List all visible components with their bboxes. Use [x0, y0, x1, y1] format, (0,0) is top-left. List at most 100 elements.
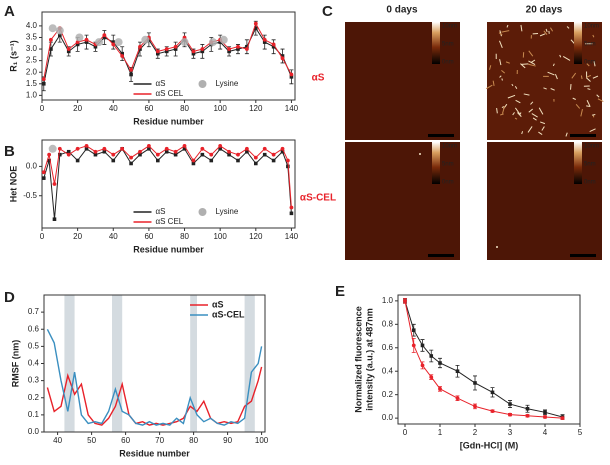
x-axis-label: Residue number [133, 244, 204, 254]
y-tick-label: 0.2 [28, 393, 40, 402]
colorbar [574, 142, 582, 184]
scale-bar [428, 254, 454, 257]
colorbar [432, 142, 440, 184]
colorbar-label: 5nm [584, 162, 596, 168]
fibril [580, 109, 583, 117]
marker [420, 343, 425, 348]
fibril [528, 63, 536, 67]
fibril [530, 59, 536, 63]
fibril [528, 108, 533, 113]
afm-image [345, 22, 460, 140]
marker [253, 21, 258, 26]
legend-label: Lysine [216, 207, 239, 216]
fibril [501, 69, 506, 74]
marker [429, 375, 434, 379]
marker [209, 158, 214, 163]
y-axis-label: Het NOE [8, 166, 18, 203]
x-tick-label: 100 [213, 104, 227, 113]
marker [262, 152, 267, 157]
colorbar-label: 10nm [442, 24, 457, 30]
marker [173, 149, 178, 154]
fibril [498, 32, 503, 36]
marker [543, 410, 547, 415]
fibril [586, 77, 591, 82]
fibril [499, 59, 502, 66]
colorbar-label: 5nm [584, 42, 596, 48]
panel-label: D [4, 289, 15, 306]
fibril [519, 112, 522, 115]
marker [245, 44, 249, 49]
marker [102, 35, 107, 40]
colorbar-label: 0nm [442, 180, 454, 186]
legend-label: αS-CEL [212, 309, 245, 319]
fibril [521, 131, 524, 135]
marker [285, 158, 290, 163]
marker [289, 72, 294, 77]
x-tick-label: 60 [121, 436, 130, 445]
y-axis-label: RMSF (nm) [10, 340, 20, 388]
afm-image [487, 22, 602, 140]
x-tick-label: 40 [109, 104, 118, 113]
marker [114, 38, 123, 47]
shaded-region [190, 295, 197, 432]
marker [191, 51, 196, 56]
marker [138, 149, 142, 154]
marker [200, 49, 205, 54]
marker [490, 390, 495, 395]
marker [525, 406, 530, 411]
fibril [550, 88, 555, 91]
y-tick-label: 0.5 [28, 341, 40, 350]
marker [173, 152, 178, 157]
marker [429, 354, 434, 358]
marker [58, 33, 62, 37]
marker [58, 152, 62, 157]
marker [129, 161, 133, 166]
marker [48, 24, 57, 33]
x-tick-label: 2 [473, 428, 478, 437]
marker [129, 155, 133, 160]
panel-label: C [322, 3, 333, 20]
marker [164, 146, 169, 151]
fibril [507, 94, 516, 99]
fibril [517, 112, 522, 117]
colorbar-label: 0nm [442, 60, 454, 66]
x-tick-label: 120 [249, 232, 263, 241]
x-tick-label: 40 [109, 232, 118, 241]
marker [227, 49, 231, 54]
marker [66, 152, 71, 157]
legend-label: αS CEL [156, 89, 184, 98]
marker [289, 205, 294, 210]
series-line [46, 366, 263, 426]
marker [289, 75, 294, 79]
fibril [514, 117, 518, 120]
marker [191, 158, 196, 163]
fibril [566, 26, 570, 29]
scale-bar [570, 254, 596, 257]
legend-label: Lysine [216, 79, 239, 88]
row-heading: αS [312, 73, 325, 84]
marker [164, 49, 169, 54]
x-tick-label: 3 [508, 428, 513, 437]
marker [164, 149, 169, 154]
marker [41, 77, 46, 82]
fibril [496, 107, 498, 114]
colorbar-label: 10nm [584, 144, 599, 150]
marker [156, 158, 160, 163]
x-tick-label: 0 [40, 232, 45, 241]
y-axis-label: Normalized fluorescence [353, 306, 363, 413]
x-tick-label: 100 [213, 232, 227, 241]
fibril [592, 75, 599, 79]
marker [219, 35, 228, 44]
plot-frame [41, 139, 296, 229]
marker [156, 51, 160, 56]
marker [209, 38, 218, 47]
colorbar-label: 10nm [584, 24, 599, 30]
x-tick-label: 140 [285, 104, 299, 113]
marker [262, 37, 267, 42]
marker [438, 386, 442, 391]
fibril [593, 61, 596, 67]
marker [209, 152, 214, 157]
fibril [499, 75, 502, 78]
fibril [501, 106, 505, 109]
marker [244, 47, 249, 51]
